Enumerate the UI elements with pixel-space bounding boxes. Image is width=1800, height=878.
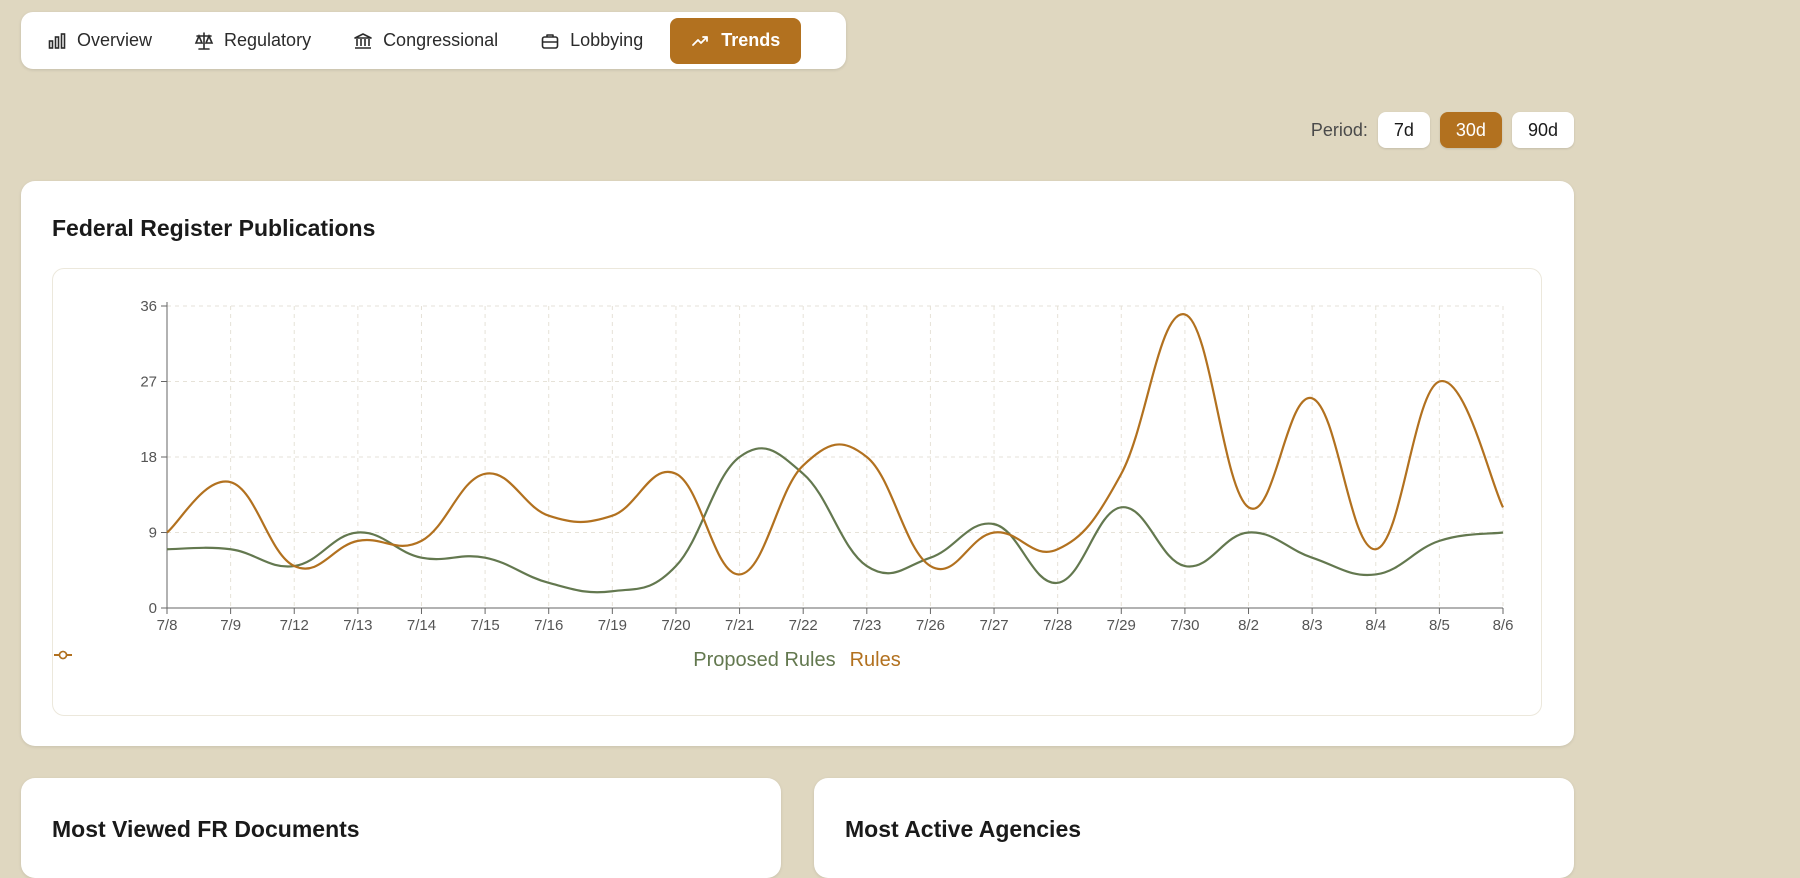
y-tick-label: 18 (140, 449, 157, 466)
card-title: Federal Register Publications (52, 215, 375, 242)
x-tick-label: 7/8 (157, 617, 178, 634)
chart-legend: Proposed Rules Rules (53, 649, 1541, 672)
scale-icon (194, 31, 214, 51)
briefcase-icon (540, 31, 560, 51)
period-selector: Period: 7d 30d 90d (1311, 112, 1574, 148)
x-tick-label: 7/30 (1170, 617, 1199, 634)
x-tick-label: 8/3 (1302, 617, 1323, 634)
period-90d-button[interactable]: 90d (1512, 112, 1574, 148)
tab-congressional[interactable]: Congressional (332, 18, 519, 64)
x-tick-label: 8/4 (1365, 617, 1386, 634)
tab-overview-label: Overview (77, 30, 152, 51)
legend-label-rules: Rules (850, 649, 901, 672)
x-tick-label: 7/14 (407, 617, 436, 634)
x-tick-label: 7/12 (280, 617, 309, 634)
x-tick-label: 7/27 (979, 617, 1008, 634)
x-tick-label: 7/29 (1107, 617, 1136, 634)
x-tick-label: 7/26 (916, 617, 945, 634)
chart-container: 0 9 18 27 36 7/8 7/9 7/12 7/13 7/14 7/15 7/16 7/19 7/… (52, 268, 1542, 716)
x-tick-label: 7/13 (343, 617, 372, 634)
trending-up-icon (691, 31, 711, 51)
x-tick-label: 7/21 (725, 617, 754, 634)
x-tick-label: 7/9 (220, 617, 241, 634)
legend-label-proposed-rules: Proposed Rules (693, 649, 835, 672)
card-title-most-viewed: Most Viewed FR Documents (52, 816, 360, 843)
period-label: Period: (1311, 120, 1368, 141)
federal-register-card: Federal Register Publications 0 9 18 27 36 7/… (21, 181, 1574, 746)
series-line-proposed-rules (167, 448, 1503, 592)
card-title-most-active: Most Active Agencies (845, 816, 1081, 843)
y-tick-label: 36 (140, 298, 157, 315)
bar-chart-icon (47, 31, 67, 51)
x-tick-label: 7/23 (852, 617, 881, 634)
legend-marker-rules (53, 649, 73, 661)
legend-item-proposed-rules[interactable]: Proposed Rules (693, 649, 835, 672)
x-tick-label: 7/19 (598, 617, 627, 634)
period-30d-button[interactable]: 30d (1440, 112, 1502, 148)
x-tick-label: 7/22 (789, 617, 818, 634)
line-chart: 0 9 18 27 36 7/8 7/9 7/12 7/13 7/14 7/15 7/16 7/19 7/… (53, 269, 1543, 639)
series-line-rules (167, 314, 1503, 574)
x-tick-label: 7/15 (470, 617, 499, 634)
tab-regulatory[interactable]: Regulatory (173, 18, 332, 64)
period-7d-button[interactable]: 7d (1378, 112, 1430, 148)
y-tick-label: 9 (149, 525, 157, 542)
tab-trends[interactable]: Trends (670, 18, 801, 64)
y-tick-label: 27 (140, 374, 157, 391)
legend-item-rules[interactable]: Rules (850, 649, 901, 672)
x-tick-label: 7/20 (661, 617, 690, 634)
most-viewed-documents-card: Most Viewed FR Documents (21, 778, 781, 878)
x-tick-label: 8/6 (1493, 617, 1514, 634)
tab-regulatory-label: Regulatory (224, 30, 311, 51)
x-tick-label: 8/5 (1429, 617, 1450, 634)
x-tick-label: 8/2 (1238, 617, 1259, 634)
tab-lobbying-label: Lobbying (570, 30, 643, 51)
x-tick-label: 7/16 (534, 617, 563, 634)
y-tick-label: 0 (149, 600, 157, 617)
landmark-icon (353, 31, 373, 51)
tab-lobbying[interactable]: Lobbying (519, 18, 664, 64)
tab-overview[interactable]: Overview (26, 18, 173, 64)
tab-congressional-label: Congressional (383, 30, 498, 51)
nav-tabbar: Overview Regulatory Congressional Lobbyi… (21, 12, 846, 69)
most-active-agencies-card: Most Active Agencies (814, 778, 1574, 878)
x-tick-label: 7/28 (1043, 617, 1072, 634)
tab-trends-label: Trends (721, 30, 780, 51)
